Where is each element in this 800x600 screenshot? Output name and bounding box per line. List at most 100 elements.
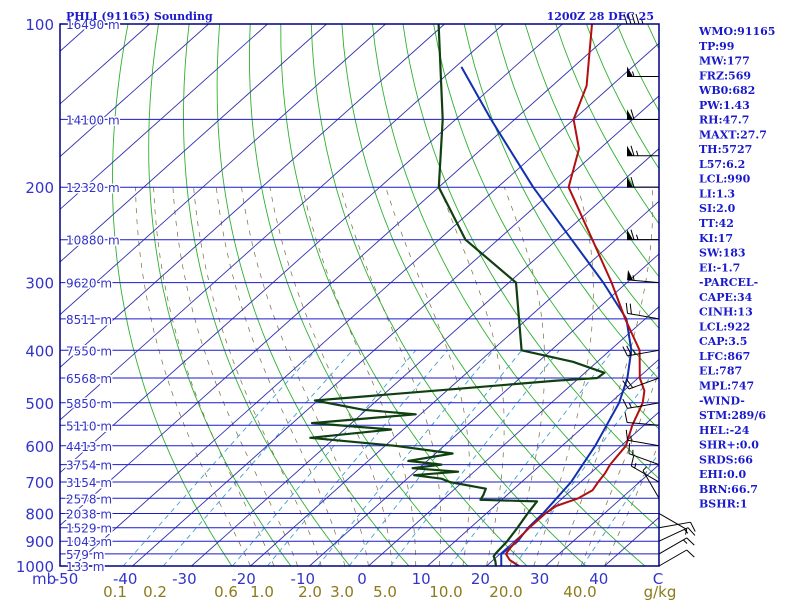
wind-barb [658,549,695,567]
index-value: LCL:990 [699,173,751,186]
index-value: STM:289/6 [699,409,766,422]
wind-barb-flag [623,13,628,25]
index-value: BSHR:1 [699,498,748,511]
moist-adiabat [580,371,659,566]
index-value: HEL:-24 [699,424,750,437]
mixing-ratio-tick-label: 1.0 [250,583,274,600]
wind-barb-staff [627,312,660,320]
wind-barb [625,429,660,447]
pressure-tick-label: 1000 [16,558,54,576]
index-value: LI:1.3 [699,188,735,201]
wind-barb-flag [628,443,631,454]
wind-barb-half-flag [641,18,644,25]
wind-barb [627,66,659,78]
wind-barb-flag [630,455,635,467]
wind-barb-staff [658,527,689,542]
isotherm [60,24,268,210]
isotherm [60,24,563,474]
index-value: MW:177 [699,55,750,68]
moist-adiabat [556,187,654,566]
height-label: 10880 m [66,234,120,248]
height-label: 9620 m [66,277,112,291]
temperature-tick-label: 20 [471,570,490,588]
wind-barb [624,412,660,426]
index-value: WMO:91165 [698,25,775,38]
plot-frame [59,23,660,567]
wind-barb [642,466,660,499]
pressure-tick-label: 400 [25,342,54,360]
wind-barb-flag [626,378,634,388]
wind-barb-half-flag [632,275,635,281]
temperature-tick-label: -10 [291,570,316,588]
temperature-tick-label: C [653,570,663,588]
index-value: SW:183 [699,247,746,260]
isotherm [250,200,659,566]
temperature-tick-label: 30 [530,570,549,588]
wind-barb-flag [686,537,695,546]
wind-barb-flag [630,177,635,188]
wind-barb-half-flag [630,435,632,441]
index-value: BRN:66.7 [699,483,758,496]
wind-barb-flag [631,13,636,25]
wind-barbs [622,13,696,567]
mixing-ratio-tick-label: 40.0 [563,583,596,600]
height-label: 5850 m [66,397,112,411]
wind-barb-flag [624,412,628,423]
temperature-tick-label: -40 [113,570,138,588]
mixing-ratio-tick-label: 0.1 [103,583,127,600]
pressure-tick-label: 500 [25,395,54,413]
wind-barb-flag [625,302,628,314]
isotherm [73,42,659,566]
height-label: 12320 m [66,181,120,195]
mixing-ratio-tick-label: 3.0 [330,583,354,600]
height-label: 2038 m [66,508,112,522]
moist-adiabat [385,187,471,566]
mixing-ratio-tick-label: 0.2 [143,583,167,600]
index-value: -WIND- [699,394,745,407]
wind-barb-staff [658,537,687,555]
wind-barb-staff [631,465,660,483]
temperature-tick-label: -50 [54,570,79,588]
index-value: EL:787 [699,365,742,378]
mixing-ratio-tick-label: 2.0 [298,583,322,600]
wind-barb [622,377,660,390]
pressure-tick-label: 700 [25,474,54,492]
mixing-ratio-tick-label: g/kg [644,583,677,600]
station-title: PHLI (91165) Sounding [66,10,213,23]
index-value: SI:2.0 [699,202,736,215]
isotherm [368,306,659,566]
height-label: 3754 m [66,459,112,473]
wind-barb-flag [629,303,632,315]
wind-barb [628,443,660,466]
temperature-axis-labels: -50 -40 -30 -20 -10 0 10 20 30 40 C [54,570,663,588]
wind-barb-flag [622,380,630,390]
wind-barb-flag [627,13,632,25]
wind-barb-staff [627,439,660,447]
height-label: 1043 m [66,535,112,549]
height-label: 6568 m [66,372,112,386]
pressure-tick-label: 600 [25,438,54,456]
index-value: LCL:922 [699,320,750,333]
wind-barb-half-flag [628,402,632,408]
wind-barb-half-flag [682,539,688,544]
height-labels: 16490 m 14100 m 12320 m 10880 m 9620 m 8511 m… [65,17,122,576]
pressure-tick-label: 300 [25,275,54,293]
index-value: EI:-1.7 [699,261,740,274]
sounding-time: 1200Z 28 DEC 25 [547,10,654,23]
pressure-tick-label: 100 [25,16,54,34]
wind-barb-half-flag [636,234,639,240]
wind-barb [627,269,660,284]
index-value: SHR+:0.0 [699,439,759,452]
wind-barb-staff [627,402,660,409]
height-label: 16490 m [66,18,120,32]
mixing-ratio-axis-labels: 0.1 0.2 0.6 1.0 2.0 3.0 5.0 10.0 20.0 40.0 g/kg [103,583,676,600]
index-value: TT:42 [699,217,734,230]
height-label: 4413 m [66,440,112,454]
index-value: EHI:0.0 [699,468,746,481]
wind-barb-staff [658,521,691,529]
wind-barb-staff [658,549,687,567]
wind-barb [622,345,660,357]
height-label: 3154 m [66,476,112,490]
